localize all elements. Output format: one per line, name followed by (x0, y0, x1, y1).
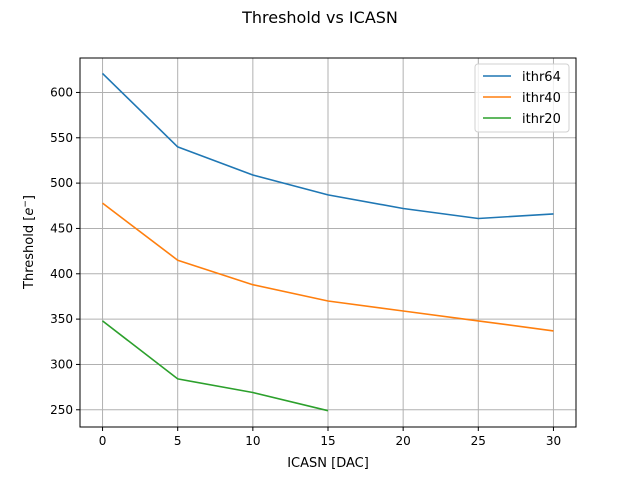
x-tick-label: 30 (546, 434, 561, 448)
x-axis-label: ICASN [DAC] (287, 456, 369, 471)
legend-label-ithr20: ithr20 (522, 112, 561, 127)
series-line-ithr20 (102, 320, 329, 412)
y-tick-label: 450 (50, 221, 73, 235)
y-axis-label-unit: e (22, 208, 37, 216)
x-tick-label: 5 (174, 434, 182, 448)
legend: ithr64 ithr40 ithr20 (474, 63, 570, 133)
y-tick-label: 300 (50, 357, 73, 371)
y-axis-label: Threshold [e−] (21, 195, 37, 290)
series-line-ithr64 (101, 72, 554, 220)
legend-box (474, 63, 570, 133)
chart-title: Threshold vs ICASN (241, 8, 398, 27)
y-axis-label-end: ] (22, 195, 37, 200)
y-axis-label-unit-sign: − (21, 200, 31, 208)
series-line-ithr40 (102, 202, 554, 332)
x-axis-ticks: 0 5 10 15 20 25 30 (99, 427, 561, 448)
series-lines (101, 72, 554, 412)
legend-label-ithr64: ithr64 (522, 70, 561, 85)
y-tick-label: 250 (50, 403, 73, 417)
y-axis-label-main: Threshold [ (22, 216, 37, 290)
y-tick-label: 600 (50, 85, 73, 99)
x-tick-label: 25 (471, 434, 486, 448)
y-tick-label: 550 (50, 131, 73, 145)
y-axis-ticks: 250 300 350 400 450 500 550 600 (50, 85, 80, 417)
x-tick-label: 10 (245, 434, 260, 448)
y-tick-label: 350 (50, 312, 73, 326)
y-tick-label: 400 (50, 267, 73, 281)
x-tick-label: 0 (99, 434, 107, 448)
x-tick-label: 20 (396, 434, 411, 448)
x-tick-label: 15 (320, 434, 335, 448)
y-tick-label: 500 (50, 176, 73, 190)
legend-label-ithr40: ithr40 (522, 91, 561, 106)
